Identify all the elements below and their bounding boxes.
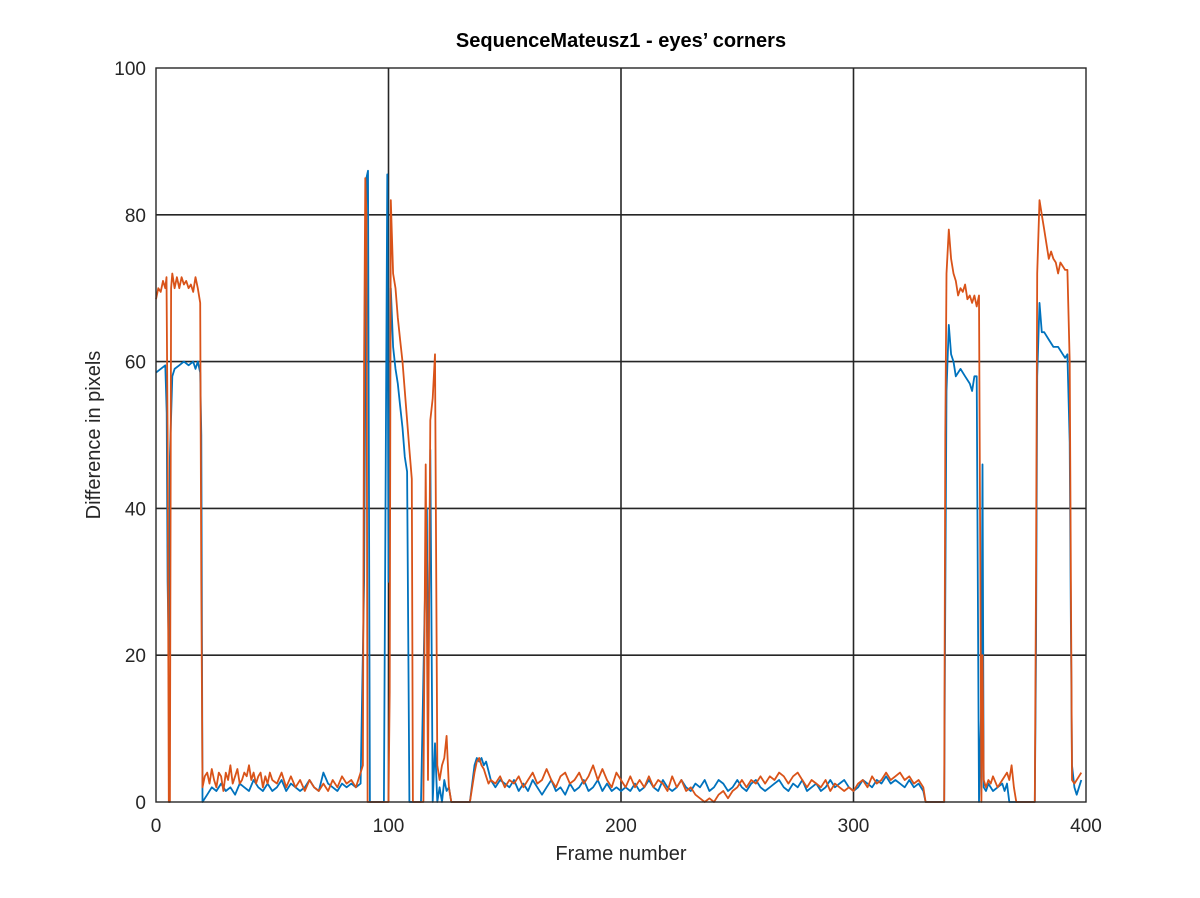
x-tick-label-4: 400 <box>1070 816 1102 837</box>
y-tick-label-5: 100 <box>114 59 146 80</box>
grid-lines <box>156 68 1086 802</box>
x-axis-ticks: 0 100 200 300 400 <box>151 816 1102 837</box>
x-tick-label-3: 300 <box>838 816 870 837</box>
y-axis-label: Difference in pixels <box>83 351 105 520</box>
y-tick-label-2: 40 <box>125 499 146 520</box>
plot-frame <box>155 67 1087 803</box>
x-tick-label-2: 200 <box>605 816 637 837</box>
chart-title: SequenceMateusz1 - eyes’ corners <box>456 30 786 52</box>
series-line-1 <box>155 169 1083 803</box>
y-tick-label-1: 20 <box>125 646 146 667</box>
y-tick-label-0: 0 <box>135 793 146 814</box>
series-line-2 <box>155 177 1083 803</box>
y-axis-ticks: 0 20 40 60 80 100 <box>114 59 146 814</box>
x-tick-label-0: 0 <box>151 816 162 837</box>
y-tick-label-4: 80 <box>125 206 146 227</box>
y-tick-label-3: 60 <box>125 353 146 374</box>
x-tick-label-1: 100 <box>373 816 405 837</box>
x-axis-label: Frame number <box>555 843 686 865</box>
data-series <box>155 169 1083 803</box>
